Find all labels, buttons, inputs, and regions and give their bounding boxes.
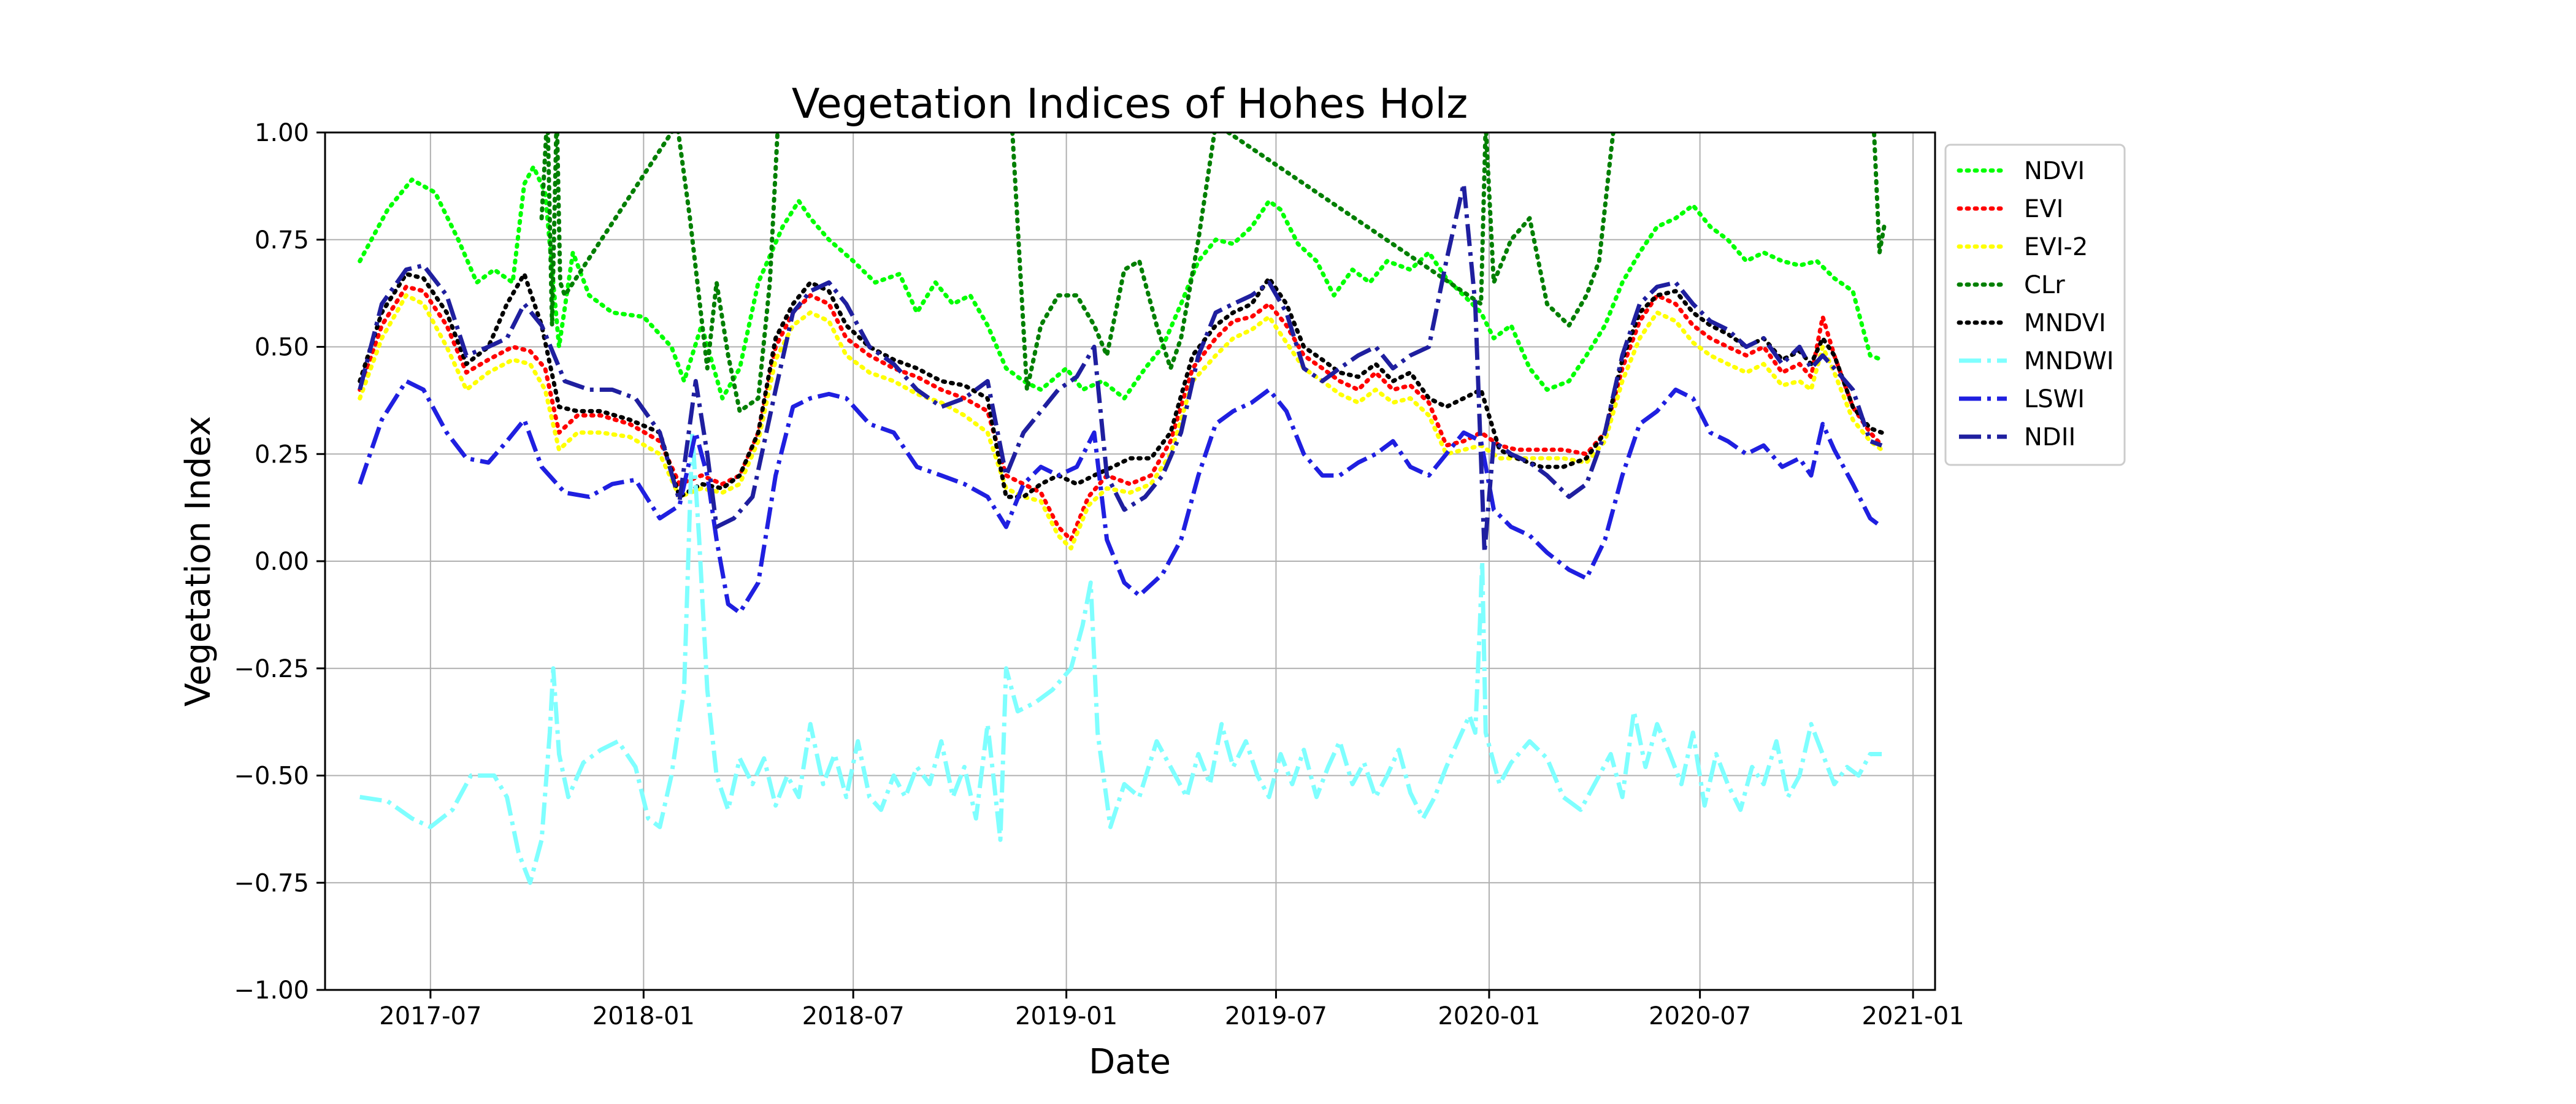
y-tick-label: −0.50	[234, 762, 309, 791]
x-axis-ticks: 2017-07 2018-01 2018-07 2019-01 2019-07 2020-…	[379, 990, 1965, 1030]
chart-title: Vegetation Indices of Hohes Holz	[792, 80, 1468, 128]
y-tick-label: 0.75	[255, 226, 309, 255]
x-tick-label: 2018-07	[802, 1002, 905, 1030]
legend: NDVI EVI EVI-2 CLr MNDVI MNDWI LSWI NDII	[1944, 144, 2126, 466]
x-tick-label: 2018-01	[592, 1002, 695, 1030]
series-line-ndii	[358, 182, 1883, 555]
series-line-lswi	[358, 378, 1884, 615]
x-tick-label: 2020-07	[1649, 1002, 1751, 1030]
series-line-mndwi	[359, 430, 1882, 885]
y-tick-label: −0.75	[234, 869, 309, 897]
x-tick-label: 2019-01	[1015, 1002, 1117, 1030]
series-line-evi	[358, 285, 1884, 542]
x-tick-label: 2017-07	[379, 1002, 481, 1030]
y-axis-title: Vegetation Index	[178, 416, 218, 707]
series-line-ndvi	[358, 164, 1884, 401]
y-tick-label: 1.00	[255, 119, 309, 147]
legend-label: NDII	[2024, 423, 2076, 451]
series-lines	[358, 132, 1887, 885]
legend-label: EVI	[2024, 195, 2063, 223]
series-line-clr	[539, 132, 1887, 413]
x-tick-label: 2020-01	[1438, 1002, 1540, 1030]
y-tick-label: 0.25	[255, 440, 309, 469]
y-tick-label: 0.50	[255, 334, 309, 362]
legend-frame	[1944, 144, 2126, 466]
legend-label: CLr	[2024, 271, 2065, 299]
x-tick-label: 2021-01	[1862, 1002, 1965, 1030]
x-axis-title: Date	[1089, 1042, 1171, 1082]
y-tick-label: −1.00	[234, 976, 309, 1005]
legend-label: MNDWI	[2024, 347, 2114, 375]
y-tick-label: −0.25	[234, 655, 309, 683]
legend-label: NDVI	[2024, 157, 2085, 185]
y-tick-label: 0.00	[255, 548, 309, 576]
series-line-mndvi	[358, 272, 1884, 499]
legend-label: LSWI	[2024, 385, 2085, 413]
y-axis-ticks: −1.00 −0.75 −0.50 −0.25 0.00 0.25 0.50 0.75 1.00	[234, 119, 325, 1005]
legend-label: MNDVI	[2024, 309, 2106, 337]
legend-label: EVI-2	[2024, 233, 2088, 261]
x-tick-label: 2019-07	[1225, 1002, 1327, 1030]
